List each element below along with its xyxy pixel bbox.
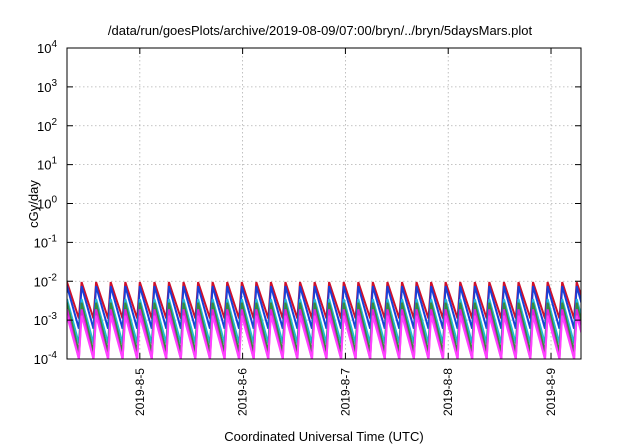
x-tick-label: 2019-8-8	[441, 368, 455, 416]
x-tick-label: 2019-8-9	[544, 368, 558, 416]
y-tick-label: 10-4	[34, 350, 58, 367]
y-tick-label: 104	[37, 39, 57, 56]
chart-title: /data/run/goesPlots/archive/2019-08-09/0…	[108, 23, 533, 38]
x-tick-label: 2019-8-6	[236, 368, 250, 416]
series-layer	[67, 281, 581, 359]
y-tick-label: 101	[37, 156, 57, 173]
y-tick-label: 10-2	[34, 272, 58, 289]
axis-layer: 10-4 10-3 10-2 10-1 100 101 102 103 104 2019-8-5 2…	[34, 39, 581, 416]
y-tick-label: 10-1	[34, 233, 58, 250]
series-line	[67, 315, 581, 359]
y-tick-label: 100	[37, 195, 57, 212]
x-tick-label: 2019-8-5	[133, 368, 147, 416]
x-tick-label: 2019-8-7	[338, 368, 352, 416]
y-axis-label: cGy/day	[26, 180, 41, 228]
y-tick-label: 102	[37, 117, 57, 134]
y-tick-label: 103	[37, 78, 57, 95]
plot-frame	[66, 47, 582, 360]
x-axis-label: Coordinated Universal Time (UTC)	[224, 429, 423, 444]
y-tick-label: 10-3	[34, 311, 58, 328]
